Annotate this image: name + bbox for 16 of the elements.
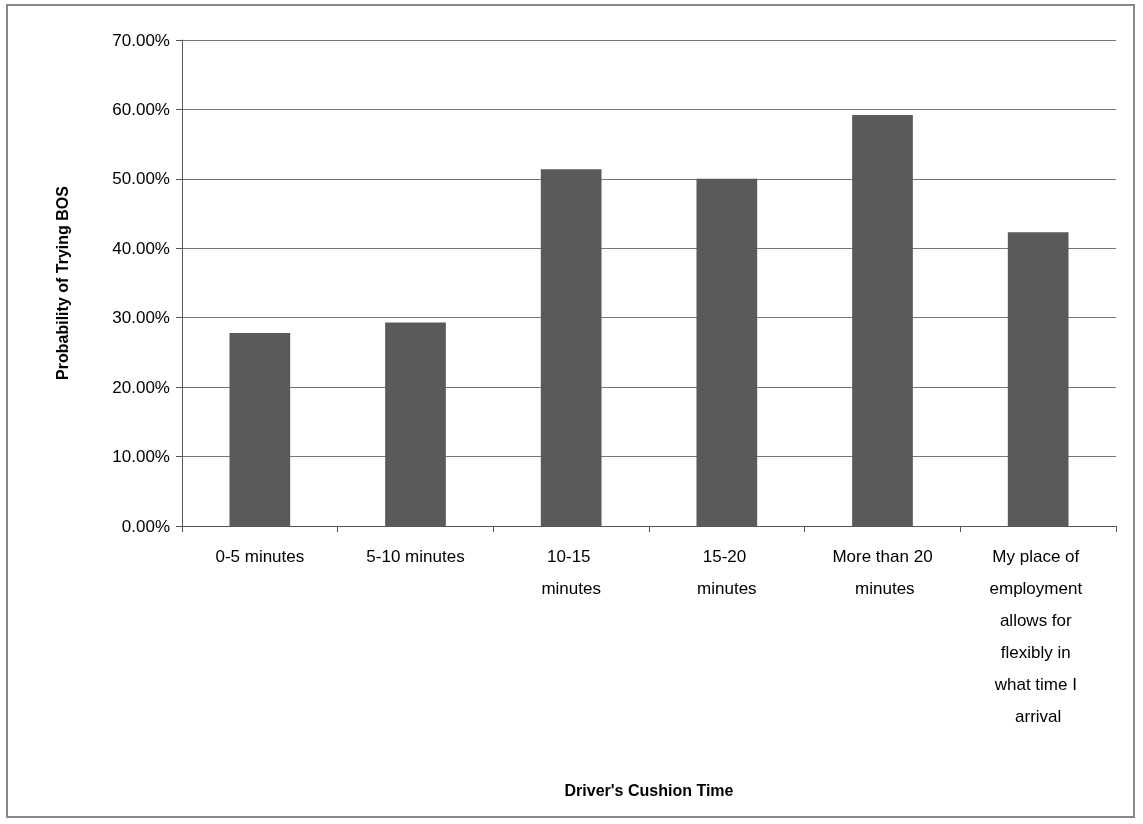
y-tick-label: 10.00% bbox=[112, 447, 170, 467]
y-tick-label: 60.00% bbox=[112, 99, 170, 119]
x-tick-label: 15-20 minutes bbox=[697, 546, 757, 598]
y-tick-label: 0.00% bbox=[121, 516, 170, 536]
y-tick-label: 20.00% bbox=[112, 377, 170, 397]
y-tick-label: 30.00% bbox=[112, 308, 170, 328]
x-tick-label: 10-15 minutes bbox=[541, 546, 601, 598]
x-axis-title: Driver's Cushion Time bbox=[564, 781, 734, 799]
y-tick-label: 40.00% bbox=[112, 238, 170, 258]
x-tick-label: My place of employment allows for flexibly in what time I arrival bbox=[989, 546, 1087, 726]
x-tick-label: More than 20 minutes bbox=[832, 546, 933, 598]
x-tick-label: 0-5 minutes bbox=[215, 546, 305, 566]
y-tick-label: 50.00% bbox=[112, 169, 170, 189]
y-axis-title: Probability of Trying BOS bbox=[53, 185, 71, 380]
x-tick-label: 5-10 minutes bbox=[366, 546, 465, 566]
y-tick-label: 70.00% bbox=[112, 30, 170, 50]
